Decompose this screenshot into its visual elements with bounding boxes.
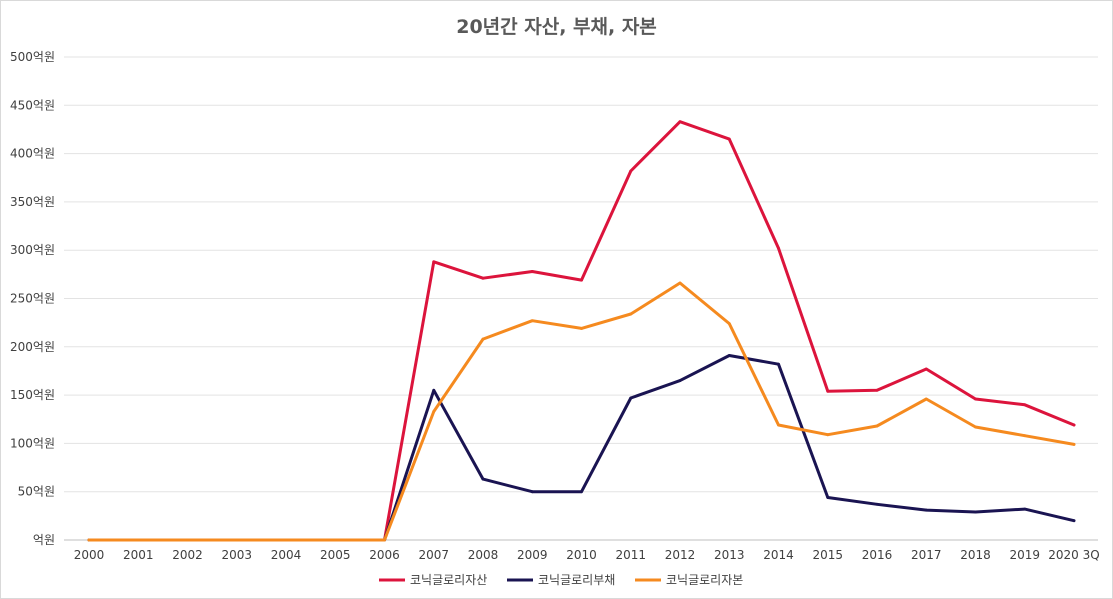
x-tick-label: 2018 bbox=[960, 548, 991, 562]
data-point bbox=[777, 423, 780, 427]
data-point bbox=[875, 388, 879, 392]
x-tick-label: 2011 bbox=[615, 548, 646, 562]
series-line-2 bbox=[87, 354, 1076, 542]
data-point bbox=[580, 490, 583, 494]
data-point bbox=[1072, 423, 1076, 427]
data-point bbox=[974, 397, 977, 401]
data-point bbox=[629, 169, 633, 173]
data-point bbox=[974, 510, 977, 514]
x-tick-label: 2009 bbox=[517, 548, 548, 562]
data-point bbox=[777, 246, 780, 250]
x-tick-label: 2019 bbox=[1009, 548, 1040, 562]
data-point bbox=[727, 322, 731, 326]
x-tick-label: 2000 bbox=[74, 548, 105, 562]
x-tick-label: 2008 bbox=[468, 548, 499, 562]
y-tick-label: 100억원 bbox=[10, 436, 55, 450]
data-point bbox=[629, 396, 633, 400]
data-point bbox=[974, 425, 977, 429]
data-point bbox=[826, 433, 830, 437]
data-point bbox=[530, 319, 534, 323]
data-point bbox=[678, 379, 682, 383]
x-tick-label: 2004 bbox=[271, 548, 302, 562]
y-tick-label: 250억원 bbox=[10, 292, 55, 306]
data-point bbox=[481, 477, 485, 481]
data-point bbox=[136, 538, 140, 542]
data-point bbox=[629, 312, 633, 316]
data-point bbox=[432, 410, 436, 413]
y-tick-label: 300억원 bbox=[10, 243, 55, 257]
y-tick-label: 200억원 bbox=[10, 340, 55, 354]
data-point bbox=[186, 538, 189, 542]
data-point bbox=[284, 538, 288, 542]
data-point bbox=[826, 389, 830, 393]
data-point bbox=[924, 367, 928, 371]
series-line-3 bbox=[87, 281, 1076, 542]
x-tick-label: 2017 bbox=[911, 548, 942, 562]
x-tick-label: 2013 bbox=[714, 548, 745, 562]
data-point bbox=[580, 278, 583, 282]
data-point bbox=[1023, 403, 1027, 407]
data-point bbox=[1072, 519, 1076, 523]
data-point bbox=[432, 260, 436, 264]
y-tick-label: 350억원 bbox=[10, 195, 55, 209]
data-point bbox=[432, 388, 436, 392]
x-tick-label: 2002 bbox=[172, 548, 203, 562]
x-tick-label: 2016 bbox=[862, 548, 893, 562]
data-point bbox=[481, 276, 485, 280]
x-tick-label: 2005 bbox=[320, 548, 351, 562]
data-point bbox=[924, 397, 928, 401]
y-tick-label: 400억원 bbox=[10, 147, 55, 161]
data-point bbox=[678, 120, 682, 124]
y-tick-label: 150억원 bbox=[10, 388, 55, 402]
x-tick-label: 2006 bbox=[369, 548, 400, 562]
data-point bbox=[530, 490, 534, 494]
data-point bbox=[87, 538, 91, 542]
data-point bbox=[875, 502, 879, 506]
y-tick-label: 억원 bbox=[33, 533, 55, 547]
data-point bbox=[924, 508, 928, 512]
series-lines bbox=[87, 120, 1076, 542]
data-point bbox=[777, 362, 780, 366]
y-tick-label: 500억원 bbox=[10, 50, 55, 64]
data-point bbox=[875, 424, 879, 428]
data-point bbox=[235, 538, 239, 542]
series-line-1 bbox=[87, 120, 1076, 542]
x-tick-label: 2003 bbox=[221, 548, 252, 562]
x-tick-label: 2020 3Q bbox=[1048, 548, 1099, 562]
chart-title: 20년간 자산, 부채, 자본 bbox=[456, 16, 657, 38]
data-point bbox=[1072, 442, 1076, 446]
data-point bbox=[530, 270, 534, 273]
gridlines bbox=[64, 56, 1098, 541]
data-point bbox=[1023, 507, 1027, 511]
x-tick-label: 2014 bbox=[763, 548, 794, 562]
legend-label: 코닉글로리자산 bbox=[410, 573, 487, 587]
x-tick-label: 2001 bbox=[123, 548, 154, 562]
x-tick-label: 2010 bbox=[566, 548, 597, 562]
data-point bbox=[727, 137, 731, 141]
x-tick-label: 2007 bbox=[418, 548, 449, 562]
data-point bbox=[1023, 434, 1027, 438]
x-axis-ticks: 2000 2001 2002 2003 2004 2005 2006 2007 2008 2009… bbox=[74, 548, 1100, 562]
legend-label: 코닉글로리부채 bbox=[538, 573, 615, 587]
legend: 코닉글로리자산 코닉글로리부채 코닉글로리자본 bbox=[379, 573, 743, 587]
data-point bbox=[333, 538, 337, 542]
data-point bbox=[727, 354, 731, 357]
x-tick-label: 2012 bbox=[665, 548, 696, 562]
x-tick-label: 2015 bbox=[812, 548, 843, 562]
y-tick-label: 50억원 bbox=[18, 485, 55, 499]
y-tick-label: 450억원 bbox=[10, 98, 55, 112]
y-axis-ticks: 억원 50억원 100억원 150억원 200억원 250억원 300억원 350억원 400억… bbox=[10, 50, 55, 547]
legend-label: 코닉글로리자본 bbox=[666, 573, 743, 587]
data-point bbox=[826, 496, 830, 499]
data-point bbox=[383, 538, 386, 542]
data-point bbox=[580, 327, 583, 330]
data-point bbox=[678, 281, 682, 285]
data-point bbox=[481, 337, 485, 341]
